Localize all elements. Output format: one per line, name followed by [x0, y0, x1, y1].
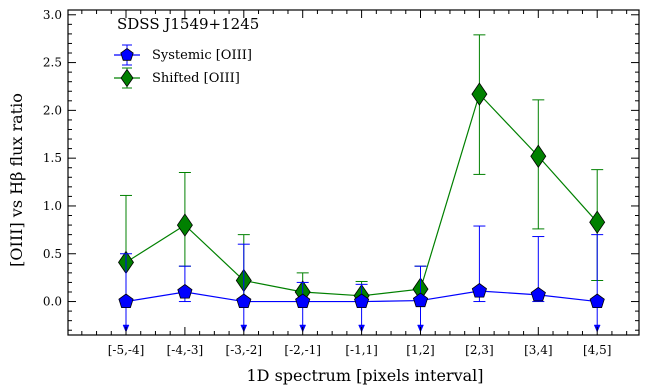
series-line — [125, 92, 598, 297]
x-tick-label: [2,3] — [465, 343, 493, 357]
data-point — [177, 284, 193, 299]
data-point — [176, 213, 193, 237]
legend-label-shifted: Shifted [OIII] — [152, 71, 240, 86]
data-point — [471, 82, 488, 106]
legend-entry-shifted — [114, 67, 140, 89]
series-systemic — [118, 225, 605, 333]
data-point — [412, 292, 429, 308]
y-tick-label: 3.0 — [43, 8, 62, 22]
data-point — [589, 210, 606, 234]
y-axis-label: [OIII] vs Hβ flux ratio — [7, 93, 26, 267]
data-point — [236, 293, 252, 309]
y-tick-label: 1.5 — [43, 151, 62, 165]
legend-entry-systemic — [114, 44, 140, 66]
x-tick-label: [1,2] — [406, 343, 434, 357]
x-tick-label: [-5,-4] — [108, 343, 145, 357]
x-tick-label: [-4,-3] — [167, 343, 204, 357]
data-point — [118, 293, 134, 309]
x-tick-label: [3,4] — [524, 343, 552, 357]
data-point — [589, 293, 605, 309]
data-point — [471, 283, 487, 298]
y-tick-label: 2.0 — [43, 103, 62, 117]
data-point — [354, 293, 370, 309]
data-point — [530, 144, 547, 168]
x-axis-label: 1D spectrum [pixels interval] — [246, 366, 483, 385]
data-point — [530, 286, 546, 302]
chart-annotation: SDSS J1549+1245 — [117, 15, 259, 33]
legend-marker — [120, 48, 134, 61]
y-tick-label: 1.0 — [43, 199, 62, 213]
legend-label-systemic: Systemic [OIII] — [152, 48, 252, 63]
y-tick-label: 0.0 — [43, 295, 62, 309]
legend-marker — [120, 68, 134, 88]
legend: Systemic [OIII] Shifted [OIII] — [114, 44, 252, 89]
x-tick-label: [-3,-2] — [226, 343, 263, 357]
y-tick-label: 0.5 — [43, 247, 62, 261]
x-tick-label: [4,5] — [583, 343, 611, 357]
data-point — [295, 293, 311, 309]
y-tick-label: 2.5 — [43, 56, 62, 70]
plot-frame — [67, 9, 640, 336]
x-tick-label: [-2,-1] — [284, 343, 321, 357]
x-tick-label: [-1,1] — [345, 343, 378, 357]
